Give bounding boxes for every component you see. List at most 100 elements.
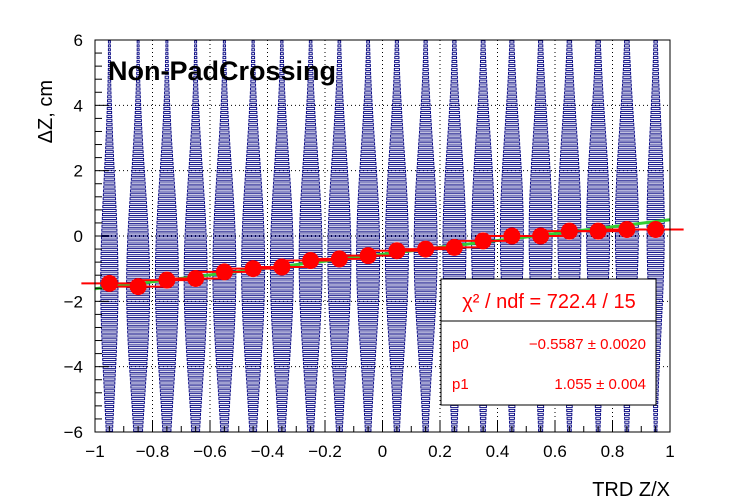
box-bin: [561, 130, 578, 134]
box-bin: [271, 326, 293, 330]
box-bin: [390, 373, 403, 377]
box-bin: [564, 87, 575, 91]
box-bin: [617, 154, 637, 158]
box-bin: [650, 118, 662, 122]
box-bin: [357, 205, 379, 209]
box-bin: [185, 212, 206, 216]
box-bin: [330, 173, 349, 177]
box-bin: [537, 48, 544, 52]
box-bin: [471, 208, 495, 213]
box-bin: [214, 201, 235, 205]
box-bin: [222, 71, 227, 75]
box-bin: [653, 44, 658, 48]
box-bin: [328, 295, 351, 299]
box-bin: [327, 244, 352, 248]
box-bin: [219, 420, 229, 424]
box-bin: [160, 404, 173, 409]
box-bin: [617, 161, 637, 166]
box-bin: [507, 83, 517, 87]
box-bin: [102, 365, 117, 369]
box-bin: [422, 79, 430, 83]
box-bin: [103, 373, 116, 377]
box-bin: [134, 122, 143, 126]
box-bin: [103, 185, 116, 189]
box-bin: [133, 138, 143, 142]
box-bin: [356, 263, 381, 267]
box-bin: [327, 267, 352, 271]
box-bin: [503, 142, 521, 146]
box-bin: [185, 342, 206, 346]
box-bin: [270, 244, 294, 248]
box-bin: [102, 201, 117, 205]
box-bin: [646, 208, 665, 213]
box-bin: [595, 420, 601, 424]
box-bin: [272, 185, 291, 189]
box-bin: [132, 154, 144, 158]
box-bin: [192, 103, 199, 107]
box-bin: [336, 75, 343, 79]
box-bin: [192, 87, 199, 91]
box-bin: [126, 318, 150, 322]
box-bin: [417, 342, 434, 346]
box-bin: [130, 381, 147, 385]
box-bin: [215, 346, 234, 350]
box-bin: [528, 220, 553, 224]
box-bin: [558, 185, 581, 189]
box-bin: [248, 118, 258, 122]
box-bin: [331, 158, 348, 162]
box-bin: [478, 91, 488, 95]
box-bin: [248, 420, 258, 424]
box-bin: [359, 338, 377, 342]
box-bin: [529, 185, 552, 189]
box-bin: [476, 118, 490, 122]
box-bin: [505, 110, 519, 115]
box-bin: [162, 122, 172, 126]
box-bin: [330, 342, 349, 346]
box-bin: [104, 397, 115, 401]
box-bin: [472, 193, 495, 197]
box-bin: [442, 216, 466, 220]
box-bin: [422, 420, 429, 424]
box-bin: [452, 40, 457, 44]
box-bin: [479, 75, 487, 79]
box-bin: [102, 197, 117, 201]
box-bin: [298, 283, 323, 287]
box-bin: [212, 252, 237, 256]
box-bin: [623, 44, 630, 48]
box-bin: [163, 103, 171, 107]
box-bin: [190, 412, 202, 416]
box-bin: [415, 193, 437, 197]
box-bin: [328, 216, 351, 220]
box-bin: [272, 334, 292, 338]
box-bin: [126, 248, 150, 252]
box-bin: [450, 404, 459, 409]
box-bin: [101, 326, 118, 330]
box-bin: [560, 154, 579, 158]
box-bin: [101, 346, 117, 350]
box-bin: [278, 87, 286, 91]
box-bin: [302, 350, 319, 354]
box-bin: [593, 83, 603, 87]
box-bin: [134, 126, 143, 130]
box-bin: [528, 252, 553, 256]
box-bin: [244, 181, 262, 185]
box-bin: [616, 181, 638, 185]
box-bin: [652, 56, 659, 60]
box-bin: [566, 48, 573, 52]
box-bin: [276, 122, 287, 126]
box-bin: [333, 130, 346, 134]
box-bin: [192, 99, 199, 103]
box-bin: [560, 150, 579, 154]
box-bin: [532, 146, 550, 150]
box-bin: [537, 63, 545, 68]
box-bin: [591, 110, 605, 115]
box-bin: [305, 404, 316, 409]
box-bin: [357, 314, 379, 318]
box-bin: [651, 95, 660, 99]
box-bin: [127, 326, 150, 330]
box-bin: [361, 142, 376, 146]
box-bin: [393, 67, 400, 71]
box-bin: [393, 416, 401, 420]
box-bin: [358, 181, 378, 185]
box-bin: [359, 165, 377, 169]
